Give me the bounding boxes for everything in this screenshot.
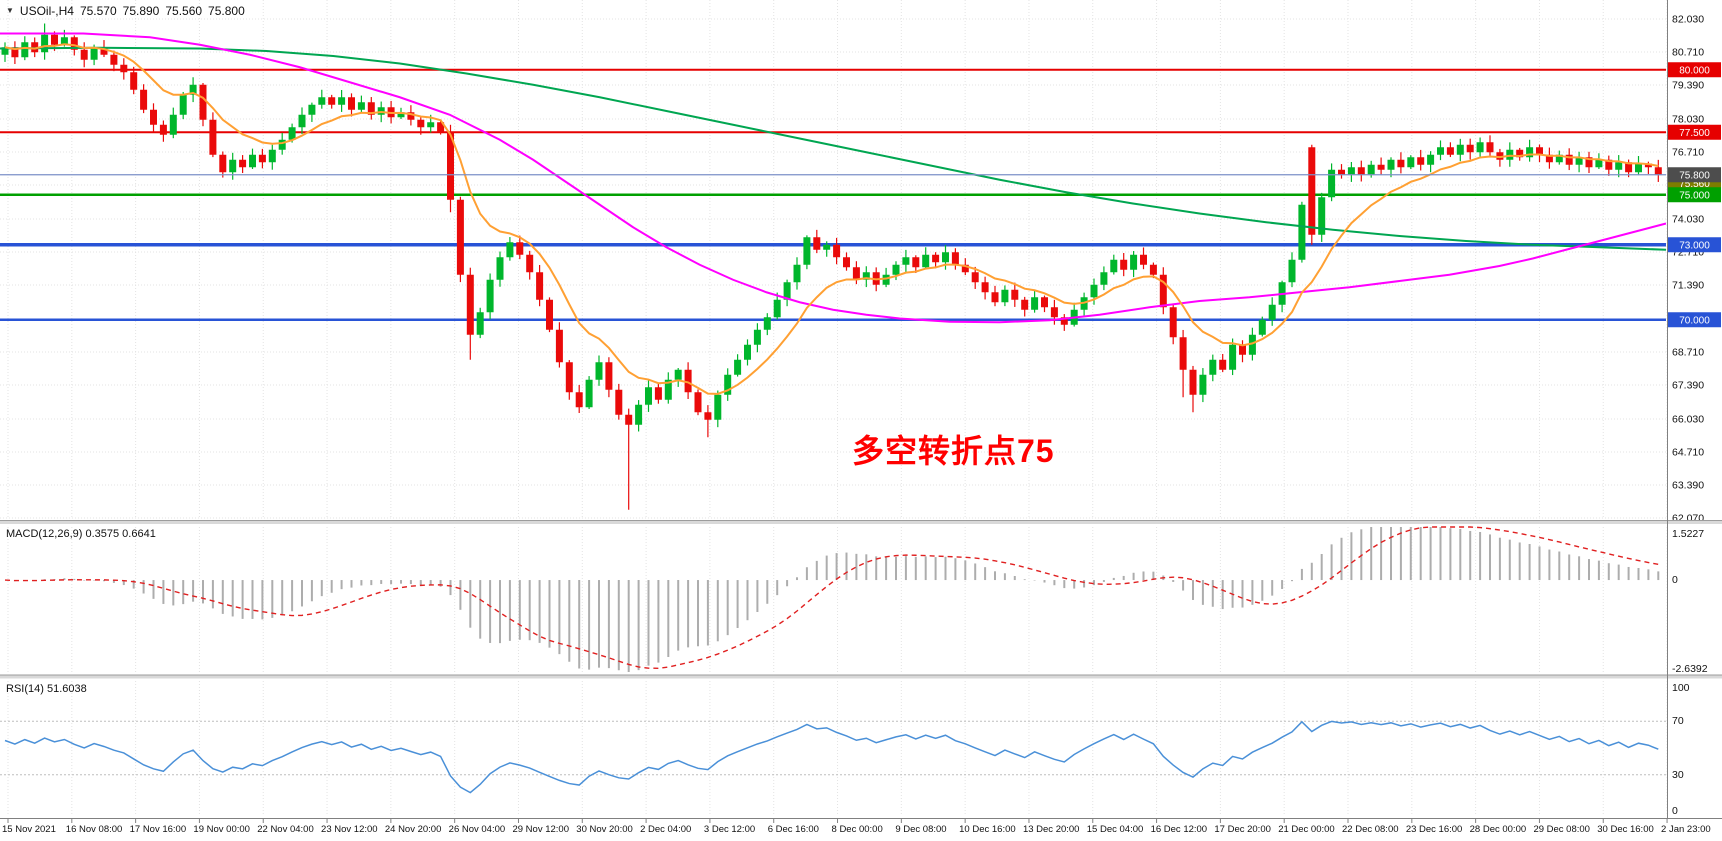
svg-text:23 Dec 16:00: 23 Dec 16:00 — [1406, 824, 1463, 835]
price-axis-scale[interactable] — [1668, 0, 1722, 819]
svg-text:28 Dec 00:00: 28 Dec 00:00 — [1470, 824, 1527, 835]
svg-text:29 Nov 12:00: 29 Nov 12:00 — [512, 824, 569, 835]
svg-text:30 Dec 16:00: 30 Dec 16:00 — [1597, 824, 1654, 835]
svg-text:63.390: 63.390 — [1672, 480, 1704, 492]
svg-text:77.500: 77.500 — [1679, 128, 1710, 139]
svg-text:70.000: 70.000 — [1679, 315, 1710, 326]
svg-text:75.800: 75.800 — [1679, 170, 1710, 181]
chart-annotation[interactable]: 多空转折点75 — [852, 433, 1055, 469]
svg-text:80.710: 80.710 — [1672, 47, 1704, 59]
svg-text:74.030: 74.030 — [1672, 214, 1704, 226]
time-axis-scale[interactable] — [0, 819, 1722, 841]
price-tag-75 — [1668, 187, 1721, 203]
ohlc-open: 75.570 — [79, 4, 117, 18]
svg-text:10 Dec 16:00: 10 Dec 16:00 — [959, 824, 1016, 835]
svg-text:30 Nov 20:00: 30 Nov 20:00 — [576, 824, 633, 835]
svg-text:100: 100 — [1672, 682, 1690, 694]
svg-text:73.000: 73.000 — [1679, 240, 1710, 251]
svg-text:16 Dec 12:00: 16 Dec 12:00 — [1151, 824, 1208, 835]
panel-splitters[interactable] — [0, 520, 1722, 679]
svg-text:16 Nov 08:00: 16 Nov 08:00 — [66, 824, 123, 835]
svg-text:68.710: 68.710 — [1672, 347, 1704, 359]
panel-splitter[interactable] — [0, 520, 1722, 524]
symbol-period-label: USOil-,H4 — [19, 4, 74, 18]
svg-text:70: 70 — [1672, 715, 1684, 727]
ma-slow-green — [0, 46, 1667, 251]
svg-text:9 Dec 08:00: 9 Dec 08:00 — [895, 824, 946, 835]
svg-text:1.5227: 1.5227 — [1672, 528, 1704, 540]
svg-text:21 Dec 00:00: 21 Dec 00:00 — [1278, 824, 1335, 835]
svg-text:80.000: 80.000 — [1679, 65, 1710, 76]
svg-text:22 Dec 08:00: 22 Dec 08:00 — [1342, 824, 1399, 835]
svg-text:29 Dec 08:00: 29 Dec 08:00 — [1533, 824, 1590, 835]
grid-lines — [0, 0, 1668, 815]
svg-text:6 Dec 16:00: 6 Dec 16:00 — [768, 824, 819, 835]
svg-text:75.000: 75.000 — [1679, 190, 1710, 201]
rsi-line — [4, 720, 1659, 794]
macd-signal-line — [4, 526, 1659, 669]
symbol-dropdown-icon: ▼ — [6, 6, 14, 15]
svg-text:17 Nov 16:00: 17 Nov 16:00 — [130, 824, 187, 835]
price-tag-77-5 — [1668, 124, 1721, 140]
svg-text:15 Nov 2021: 15 Nov 2021 — [2, 824, 56, 835]
svg-text:17 Dec 20:00: 17 Dec 20:00 — [1214, 824, 1271, 835]
svg-text:23 Nov 12:00: 23 Nov 12:00 — [321, 824, 378, 835]
svg-text:82.030: 82.030 — [1672, 14, 1704, 26]
price-tag-bid — [1668, 167, 1721, 183]
svg-text:15 Dec 04:00: 15 Dec 04:00 — [1087, 824, 1144, 835]
svg-text:67.390: 67.390 — [1672, 380, 1704, 392]
time-axis[interactable]: 15 Nov 2021 16 Nov 08:00 17 Nov 16:00 19 No… — [2, 818, 1711, 836]
main-chart-plot-area[interactable] — [0, 0, 1666, 519]
macd-panel: 1.5227 0 -2.6392 — [4, 526, 1708, 675]
svg-text:3 Dec 12:00: 3 Dec 12:00 — [704, 824, 755, 835]
ma-fast-orange — [4, 43, 1659, 395]
svg-text:71.390: 71.390 — [1672, 280, 1704, 292]
svg-text:0: 0 — [1672, 574, 1678, 586]
svg-text:8 Dec 00:00: 8 Dec 00:00 — [832, 824, 883, 835]
price-tag-80 — [1668, 62, 1721, 78]
svg-text:13 Dec 20:00: 13 Dec 20:00 — [1023, 824, 1080, 835]
ohlc-low: 75.560 — [165, 4, 203, 18]
svg-text:26 Nov 04:00: 26 Nov 04:00 — [449, 824, 506, 835]
price-tag-70 — [1668, 312, 1721, 328]
svg-text:79.390: 79.390 — [1672, 80, 1704, 92]
svg-text:30: 30 — [1672, 769, 1684, 781]
svg-text:-2.6392: -2.6392 — [1672, 663, 1708, 675]
svg-text:64.710: 64.710 — [1672, 447, 1704, 459]
macd-indicator-label: MACD(12,26,9) 0.3575 0.6641 — [6, 528, 156, 540]
svg-text:2 Jan 23:00: 2 Jan 23:00 — [1661, 824, 1711, 835]
rsi-panel: 100 70 30 0 — [0, 682, 1690, 817]
panel-splitter[interactable] — [0, 674, 1722, 679]
svg-text:0: 0 — [1672, 805, 1678, 817]
svg-text:78.030: 78.030 — [1672, 114, 1704, 126]
rsi-panel-plot-area[interactable] — [0, 681, 1666, 815]
svg-text:22 Nov 04:00: 22 Nov 04:00 — [257, 824, 314, 835]
price-tag-73 — [1668, 237, 1721, 253]
ohlc-close: 75.800 — [208, 4, 245, 18]
svg-text:66.030: 66.030 — [1672, 414, 1704, 426]
rsi-indicator-label: RSI(14) 51.6038 — [6, 683, 87, 695]
moving-averages — [0, 32, 1667, 395]
macd-panel-plot-area[interactable] — [0, 527, 1666, 672]
ma-medium-magenta — [0, 32, 1667, 324]
svg-text:76.710: 76.710 — [1672, 147, 1704, 159]
svg-text:2 Dec 04:00: 2 Dec 04:00 — [640, 824, 691, 835]
chart-title: ▼ USOil-,H4 75.570 75.890 75.560 75.800 — [6, 4, 245, 18]
svg-text:75.560: 75.560 — [1679, 179, 1710, 190]
svg-text:24 Nov 20:00: 24 Nov 20:00 — [385, 824, 442, 835]
svg-text:19 Nov 00:00: 19 Nov 00:00 — [193, 824, 250, 835]
ohlc-high: 75.890 — [122, 4, 160, 18]
